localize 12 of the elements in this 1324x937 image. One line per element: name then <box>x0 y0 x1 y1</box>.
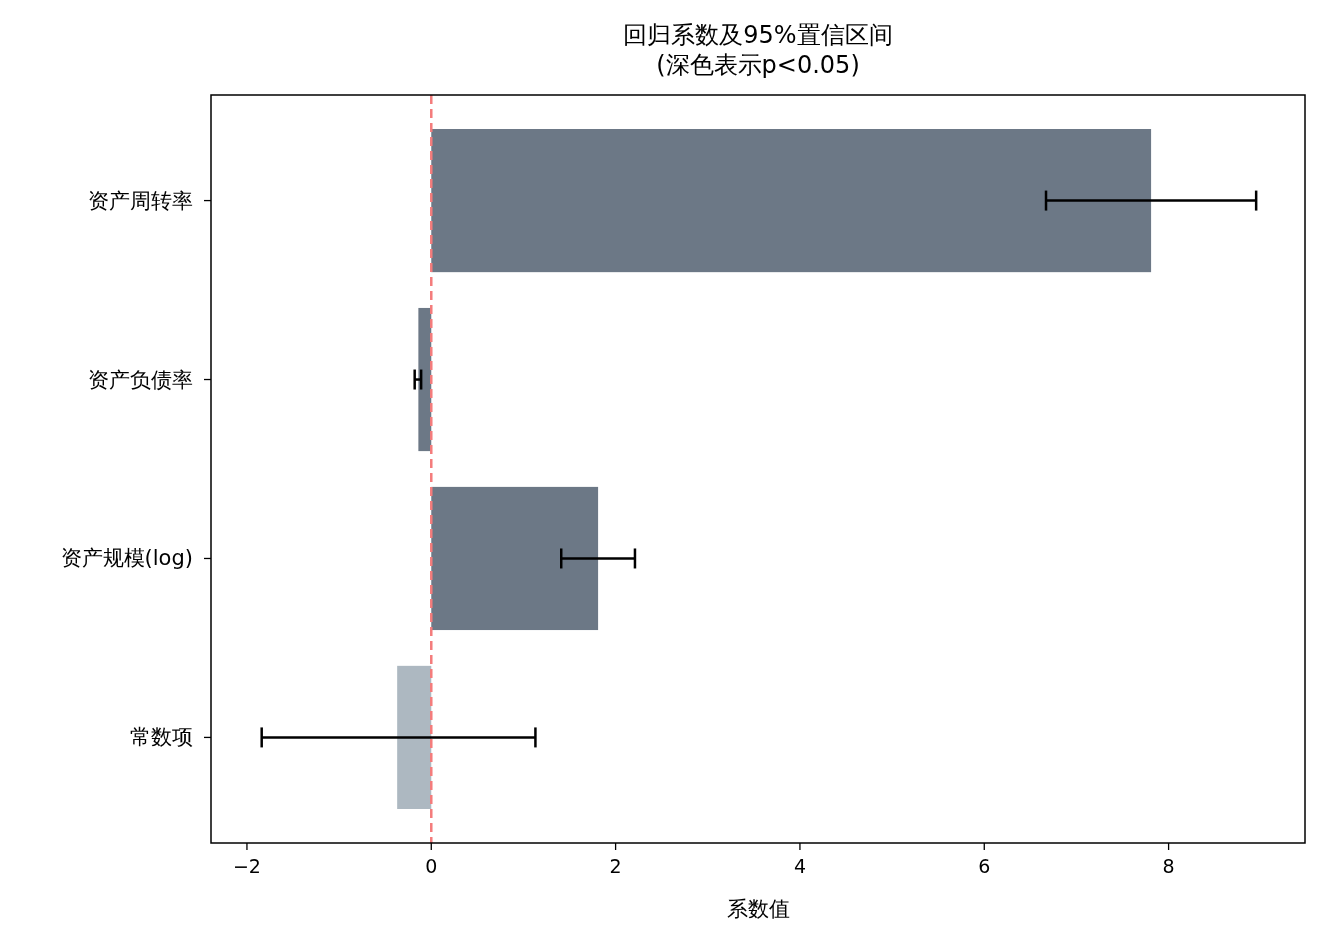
x-axis-title: 系数值 <box>726 897 790 921</box>
y-tick-label: 常数项 <box>130 725 193 750</box>
x-tick-label: 2 <box>609 855 622 877</box>
x-tick-label: 4 <box>793 855 806 877</box>
x-tick-label: 6 <box>978 855 991 877</box>
chart-title: 回归系数及95%置信区间 (深色表示p<0.05) <box>623 21 893 79</box>
x-tick-label: −2 <box>232 855 261 877</box>
y-tick-label: 资产周转率 <box>88 188 193 213</box>
y-tick-label: 资产规模(log) <box>60 546 193 571</box>
x-tick-label: 0 <box>425 855 438 877</box>
x-tick-label: 8 <box>1162 855 1175 877</box>
y-tick-label: 资产负债率 <box>88 367 193 392</box>
